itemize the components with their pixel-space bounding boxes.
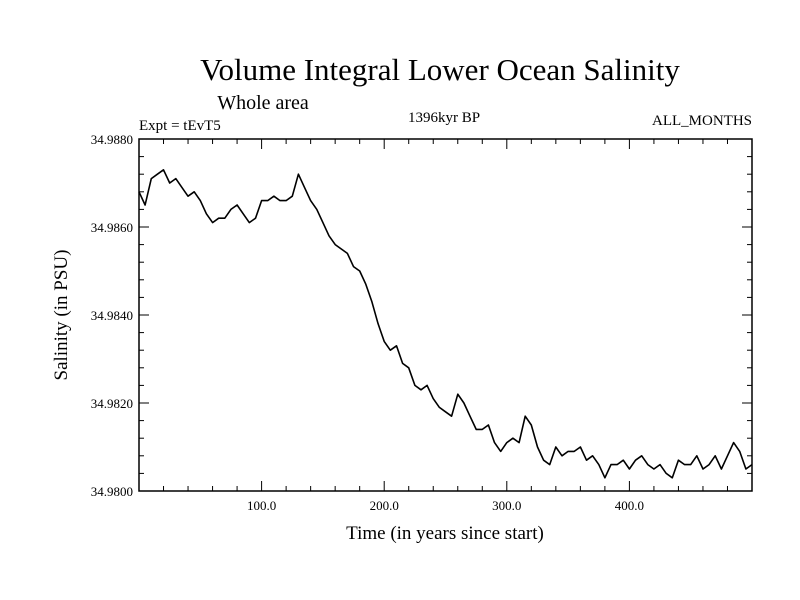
series-layer <box>138 169 753 479</box>
y-axis-label: Salinity (in PSU) <box>51 250 72 381</box>
chart-title: Volume Integral Lower Ocean Salinity <box>200 52 680 87</box>
x-axis-label: Time (in years since start) <box>346 523 544 544</box>
plot-frame <box>138 138 753 492</box>
x-tick-label: 300.0 <box>492 498 521 513</box>
x-tick-label: 200.0 <box>370 498 399 513</box>
y-tick-label: 34.9880 <box>91 132 133 147</box>
y-tick-label: 34.9800 <box>91 484 133 499</box>
chart-subtitle: Whole area <box>217 92 309 114</box>
y-tick-label: 34.9820 <box>91 396 133 411</box>
y-tick-label: 34.9840 <box>91 308 133 323</box>
x-tick-label: 400.0 <box>615 498 644 513</box>
experiment-label: Expt = tEvT5 <box>139 118 221 134</box>
months-label: ALL_MONTHS <box>652 113 752 129</box>
tick-marks <box>139 138 752 492</box>
series-line <box>138 169 753 479</box>
y-tick-label: 34.9860 <box>91 220 133 235</box>
period-label: 1396kyr BP <box>408 110 480 126</box>
x-tick-label: 100.0 <box>247 498 276 513</box>
tick-labels: 100.0 200.0 300.0 400.0 34.9800 34.9820 34.984… <box>91 132 644 513</box>
